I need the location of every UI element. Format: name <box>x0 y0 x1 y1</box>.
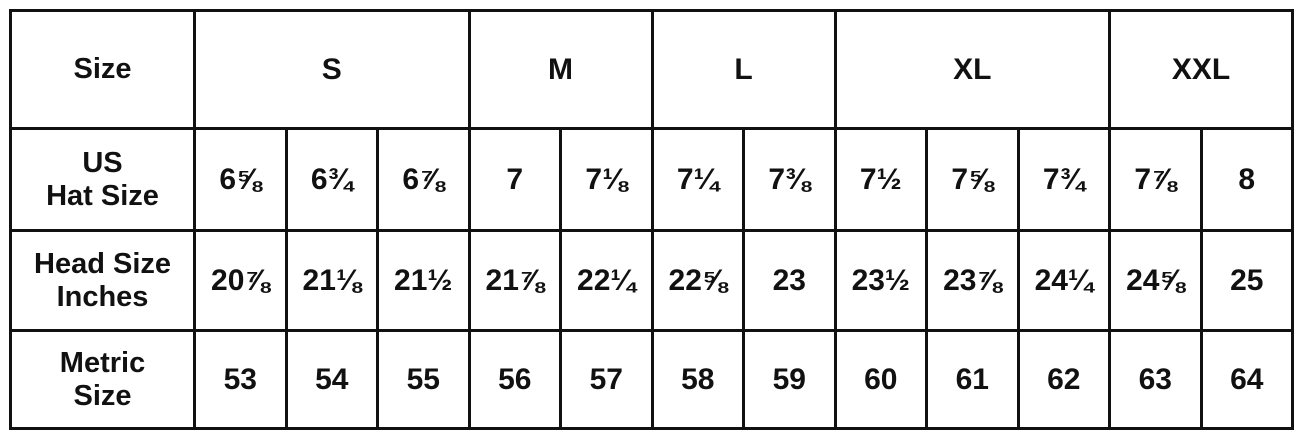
head-cell: 23 <box>742 229 837 332</box>
head-cell: 25 <box>1199 229 1295 332</box>
head-cell: 20⅞ <box>193 229 288 332</box>
hat-cell: 7⅛ <box>559 127 654 232</box>
size-group: L <box>650 9 837 130</box>
label-line: Metric <box>59 347 146 380</box>
hat-cell: 7¼ <box>650 127 745 232</box>
head-cell: 24¼ <box>1016 229 1112 332</box>
row-label: Metric Size <box>9 329 196 430</box>
head-cell: 22⅝ <box>650 229 745 332</box>
metric-cell: 54 <box>284 329 379 430</box>
head-cell: 23⅞ <box>925 229 1020 332</box>
size-group: XL <box>833 9 1112 130</box>
metric-cell: 62 <box>1016 329 1112 430</box>
hat-cell: 7¾ <box>1016 127 1112 232</box>
metric-cell: 61 <box>925 329 1020 430</box>
metric-cell: 60 <box>833 329 929 430</box>
row-label: US Hat Size <box>9 127 196 232</box>
metric-cell: 64 <box>1199 329 1295 430</box>
row-label: Head Size Inches <box>9 229 196 332</box>
metric-cell: 58 <box>650 329 745 430</box>
metric-row: Metric Size 53 54 55 56 57 58 59 60 61 62 63 64 <box>9 329 1295 430</box>
hat-cell: 7⅝ <box>925 127 1020 232</box>
label-line: Hat Size <box>46 179 159 212</box>
size-group: M <box>467 9 654 130</box>
head-row: Head Size Inches 20⅞ 21⅛ 21½ 21⅞ 22¼ 22⅝ 23 23½ 23… <box>9 229 1295 332</box>
head-cell: 21⅛ <box>284 229 379 332</box>
head-cell: 22¼ <box>559 229 654 332</box>
metric-cell: 55 <box>376 329 471 430</box>
size-group: S <box>193 9 471 130</box>
hat-cell: 6⅝ <box>193 127 288 232</box>
head-cell: 23½ <box>833 229 929 332</box>
label-line: Head Size <box>34 248 171 281</box>
head-cell: 21½ <box>376 229 471 332</box>
hat-cell: 7½ <box>833 127 929 232</box>
hat-cell: 8 <box>1199 127 1295 232</box>
label-line: US <box>82 147 123 180</box>
size-group: XXL <box>1108 9 1295 130</box>
hat-cell: 7⅞ <box>1108 127 1203 232</box>
hat-row: US Hat Size 6⅝ 6¾ 6⅞ 7 7⅛ 7¼ 7⅜ 7½ 7⅝ 7¾ 7⅞ 8 <box>9 127 1295 232</box>
size-table: Size S M L XL XXL US Hat Size 6⅝ 6¾ 6⅞ 7 7⅛ 7¼ 7⅜ 7½ 7⅝ 7… <box>9 9 1295 430</box>
label-line: Inches <box>56 280 149 313</box>
header-row: Size S M L XL XXL <box>9 9 1295 130</box>
head-cell: 21⅞ <box>467 229 562 332</box>
hat-cell: 6¾ <box>284 127 379 232</box>
metric-cell: 63 <box>1108 329 1203 430</box>
metric-cell: 53 <box>193 329 288 430</box>
metric-cell: 59 <box>742 329 837 430</box>
label-line: Size <box>73 379 132 412</box>
hat-cell: 7⅜ <box>742 127 837 232</box>
row-label: Size <box>9 9 196 130</box>
metric-cell: 57 <box>559 329 654 430</box>
head-cell: 24⅝ <box>1108 229 1203 332</box>
metric-cell: 56 <box>467 329 562 430</box>
hat-cell: 7 <box>467 127 562 232</box>
hat-cell: 6⅞ <box>376 127 471 232</box>
